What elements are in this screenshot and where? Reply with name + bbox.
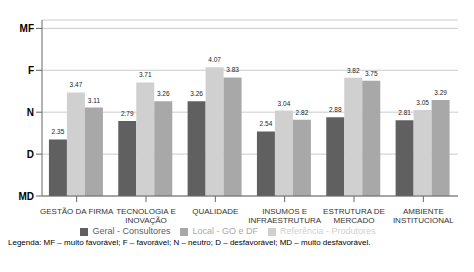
- svg-text:3.26: 3.26: [157, 90, 170, 97]
- html-text:Legenda: MF – muito favorável;: Legenda: MF – muito favorável; F – favor…: [8, 238, 371, 247]
- html-text:Geral - Consultores: Geral - Consultores: [92, 226, 171, 236]
- svg-text:3.71: 3.71: [139, 71, 152, 78]
- svg-text:2.54: 2.54: [260, 120, 273, 127]
- svg-text:3.82: 3.82: [347, 67, 360, 74]
- svg-text:3.04: 3.04: [278, 100, 291, 107]
- svg-text:3.26: 3.26: [190, 90, 203, 97]
- svg-text:2.81: 2.81: [398, 109, 411, 116]
- svg-text:MF: MF: [20, 23, 34, 34]
- svg-text:3.05: 3.05: [416, 99, 429, 106]
- svg-text:QUALIDADE: QUALIDADE: [192, 207, 238, 216]
- svg-text:2.79: 2.79: [121, 110, 134, 117]
- svg-text:ESTRUTURA DEMERCADO: ESTRUTURA DEMERCADO: [323, 207, 385, 225]
- svg-text:3.75: 3.75: [365, 70, 378, 77]
- svg-text:2.88: 2.88: [329, 106, 342, 113]
- svg-text:AMBIENTEINSTITUCIONAL: AMBIENTEINSTITUCIONAL: [393, 207, 454, 225]
- svg-text:N: N: [27, 107, 34, 118]
- svg-text:TECNOLOGIA EINOVAÇÃO: TECNOLOGIA EINOVAÇÃO: [116, 207, 176, 225]
- svg-text:4.07: 4.07: [208, 56, 221, 63]
- svg-text:F: F: [28, 65, 34, 76]
- svg-text:D: D: [27, 149, 34, 160]
- svg-text:MD: MD: [18, 191, 34, 202]
- svg-text:3.11: 3.11: [88, 97, 101, 104]
- svg-text:GESTÃO DA FIRMA: GESTÃO DA FIRMA: [40, 207, 114, 216]
- html-text:Local - GO e DF: Local - GO e DF: [192, 226, 258, 236]
- svg-text:2.35: 2.35: [52, 128, 65, 135]
- svg-text:INSUMOS EINFRAESTRUTURA: INSUMOS EINFRAESTRUTURA: [248, 207, 322, 225]
- svg-text:3.47: 3.47: [70, 81, 83, 88]
- svg-text:2.82: 2.82: [296, 109, 309, 116]
- svg-text:3.83: 3.83: [226, 66, 239, 73]
- html-text:Referência - Produtores: Referência - Produtores: [280, 226, 376, 236]
- svg-text:3.29: 3.29: [434, 89, 447, 96]
